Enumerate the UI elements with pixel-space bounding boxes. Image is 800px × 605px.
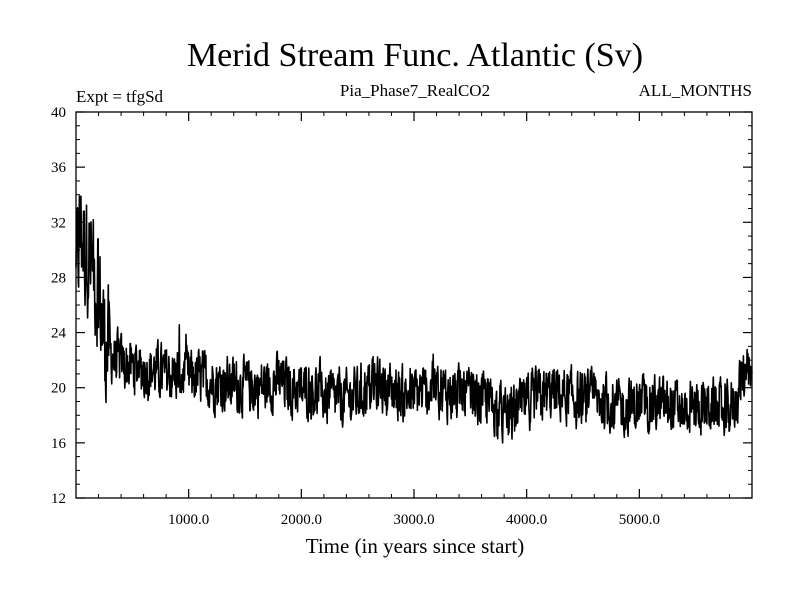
y-tick-label: 36 — [51, 160, 67, 176]
x-tick-label: 1000.0 — [168, 512, 209, 528]
y-tick-label: 20 — [51, 381, 66, 397]
y-tick-label: 40 — [51, 105, 66, 121]
subtitle-center: Pia_Phase7_RealCO2 — [340, 81, 490, 100]
subtitle-right: ALL_MONTHS — [639, 81, 752, 100]
y-tick-label: 24 — [51, 326, 67, 342]
x-axis: 1000.0 2000.0 3000.0 4000.0 5000.0 — [98, 112, 730, 528]
subtitle-left: Expt = tfgSd — [76, 87, 164, 106]
series-line — [75, 195, 753, 444]
y-tick-label: 28 — [51, 270, 66, 286]
x-axis-label: Time (in years since start) — [306, 534, 525, 558]
y-tick-label: 16 — [51, 436, 67, 452]
x-tick-label: 5000.0 — [619, 512, 660, 528]
y-axis: 12 16 20 24 28 32 36 40 — [51, 105, 752, 507]
x-tick-label: 2000.0 — [281, 512, 322, 528]
chart-title: Merid Stream Func. Atlantic (Sv) — [187, 37, 643, 74]
series-layer — [75, 195, 753, 444]
y-tick-label: 32 — [51, 215, 66, 231]
x-tick-label: 3000.0 — [393, 512, 434, 528]
y-tick-label: 12 — [51, 491, 66, 507]
x-tick-label: 4000.0 — [506, 512, 547, 528]
plot-frame — [75, 111, 753, 499]
